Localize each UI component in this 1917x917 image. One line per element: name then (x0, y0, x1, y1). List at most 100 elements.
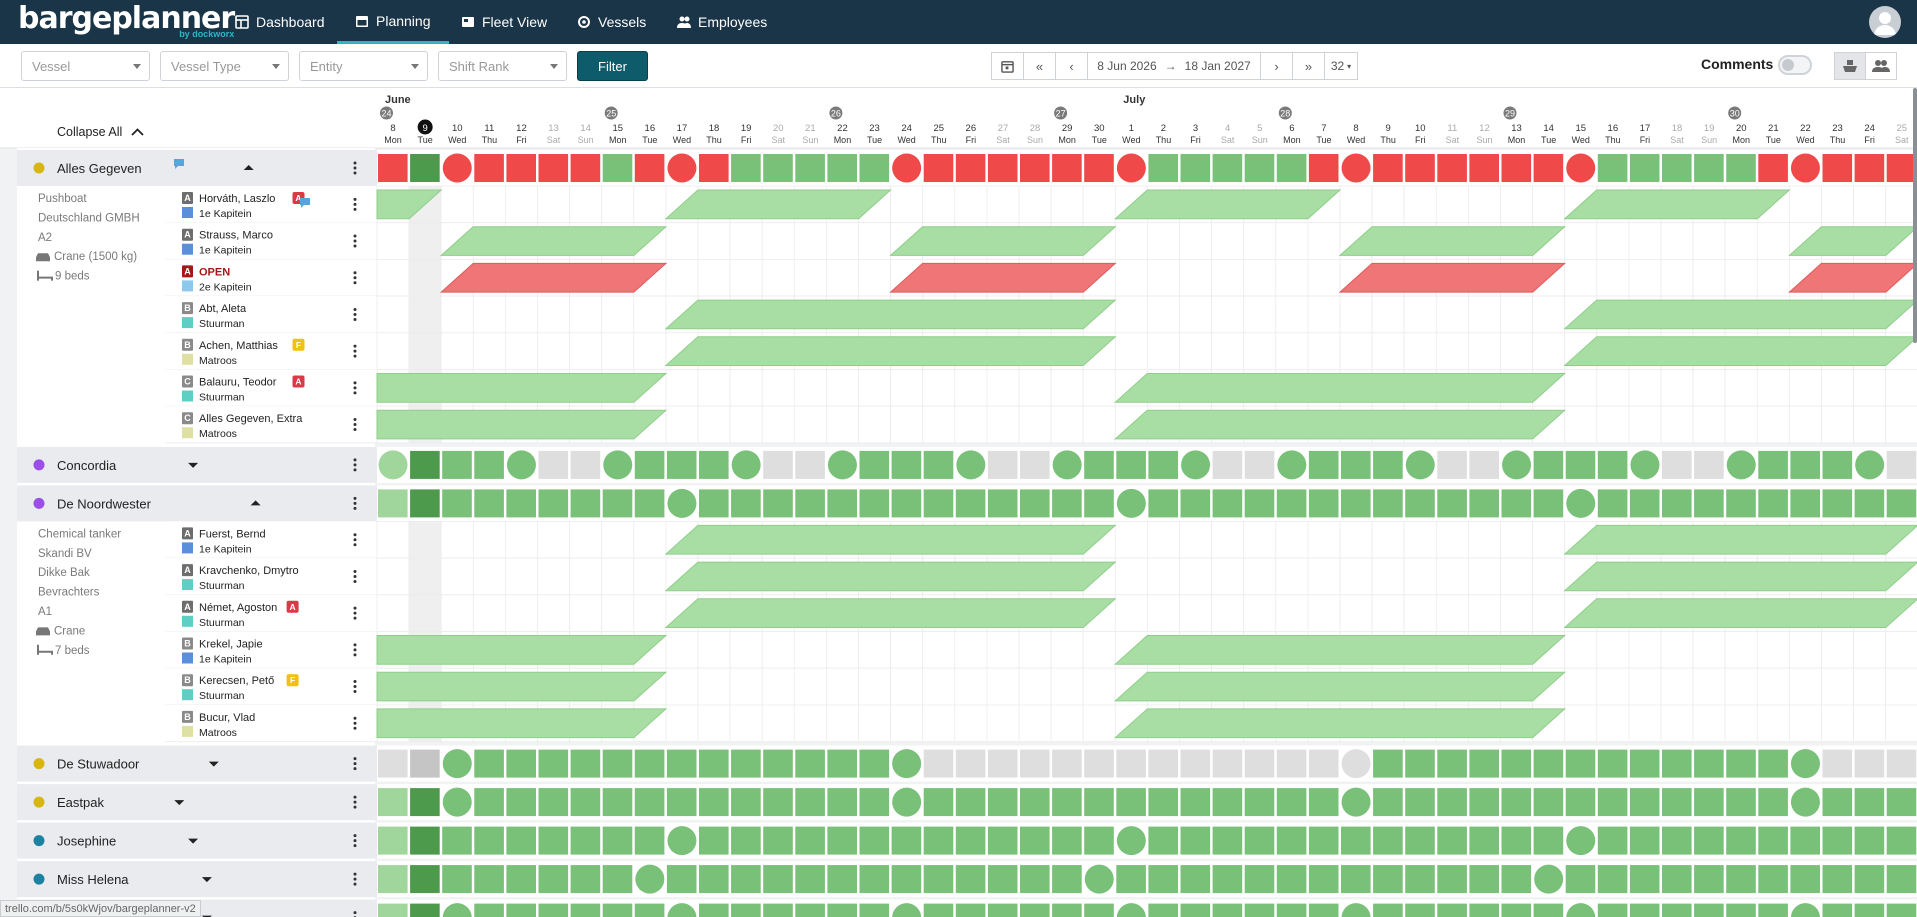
day-cell[interactable] (1179, 295, 1212, 334)
status-cell[interactable] (1501, 865, 1532, 894)
status-cell[interactable] (987, 154, 1018, 182)
day-cell[interactable] (1114, 594, 1148, 632)
status-cell[interactable] (1886, 154, 1917, 182)
status-cell[interactable] (1308, 154, 1339, 182)
day-cell[interactable] (1853, 704, 1887, 743)
day-cell[interactable] (569, 332, 603, 370)
status-cell[interactable] (987, 865, 1018, 894)
status-cell[interactable] (1148, 788, 1178, 817)
day-cell[interactable] (1564, 704, 1598, 743)
day-cell[interactable] (761, 631, 795, 669)
day-cell[interactable] (826, 704, 859, 743)
shift-bar[interactable] (376, 189, 443, 220)
status-cell[interactable] (1180, 826, 1211, 855)
day-cell[interactable] (1789, 667, 1822, 706)
day-cell[interactable] (1435, 295, 1469, 334)
shift-bar[interactable] (1563, 524, 1917, 555)
status-cell[interactable] (923, 450, 954, 479)
day-cell[interactable] (1050, 631, 1084, 669)
nav-planning[interactable]: Planning (337, 0, 449, 44)
status-cell[interactable] (1469, 749, 1499, 778)
status-cell[interactable] (1854, 788, 1885, 817)
day-cell[interactable] (1692, 405, 1726, 444)
status-cell[interactable] (538, 826, 569, 855)
day-cell[interactable] (922, 369, 956, 407)
day-cell[interactable] (665, 258, 699, 297)
day-cell[interactable] (1082, 631, 1116, 669)
shift-bar[interactable] (664, 299, 1117, 330)
vessel-menu-icon[interactable] (353, 872, 357, 886)
status-cell[interactable] (987, 450, 1018, 479)
status-cell[interactable] (827, 788, 857, 817)
crew-name[interactable]: OPEN (199, 266, 230, 278)
status-cell[interactable] (1084, 489, 1114, 518)
status-cell[interactable] (1084, 826, 1114, 855)
status-cell[interactable] (1373, 450, 1403, 479)
status-cell[interactable] (570, 489, 601, 518)
status-cell[interactable] (923, 903, 954, 917)
status-cell[interactable] (955, 903, 986, 917)
day-cell[interactable] (729, 704, 763, 743)
day-cell[interactable] (633, 521, 667, 559)
status-cell[interactable] (602, 826, 633, 855)
status-cell[interactable] (1020, 450, 1050, 479)
status-cell[interactable] (1276, 788, 1307, 817)
crew-name[interactable]: Strauss, Marco (199, 230, 273, 242)
day-cell[interactable] (1756, 369, 1790, 407)
vessel-select[interactable]: Vessel (21, 51, 150, 81)
status-cell[interactable] (1180, 788, 1211, 817)
day-cell[interactable] (1211, 295, 1245, 334)
status-cell[interactable] (1662, 788, 1692, 817)
day-cell[interactable] (537, 557, 570, 596)
status-cell[interactable] (1533, 826, 1564, 855)
status-cell[interactable] (923, 865, 954, 894)
day-cell[interactable] (1821, 185, 1854, 224)
day-cell[interactable] (1243, 222, 1277, 260)
status-cell[interactable] (1469, 826, 1499, 855)
day-cell[interactable] (1371, 521, 1405, 559)
day-cell[interactable] (1789, 405, 1822, 444)
status-cell[interactable] (1405, 154, 1435, 182)
crew-menu-icon[interactable] (353, 234, 357, 248)
day-cell[interactable] (1307, 222, 1341, 260)
status-cell[interactable] (1790, 153, 1820, 183)
status-cell[interactable] (1084, 450, 1114, 479)
status-cell[interactable] (570, 450, 601, 479)
status-cell[interactable] (1565, 450, 1596, 479)
status-cell[interactable] (538, 749, 569, 778)
status-cell[interactable] (474, 826, 504, 855)
day-cell[interactable] (1628, 222, 1662, 260)
status-cell[interactable] (1629, 749, 1660, 778)
day-cell[interactable] (1596, 667, 1630, 706)
status-cell[interactable] (602, 865, 633, 894)
status-cell[interactable] (1501, 489, 1532, 518)
status-cell[interactable] (1020, 749, 1050, 778)
status-cell[interactable] (763, 903, 793, 917)
day-cell[interactable] (1853, 667, 1887, 706)
day-cell[interactable] (1724, 631, 1758, 669)
status-cell[interactable] (1308, 865, 1339, 894)
status-cell[interactable] (634, 826, 665, 855)
crew-menu-icon[interactable] (353, 716, 357, 730)
status-cell[interactable] (1758, 826, 1788, 855)
status-cell[interactable] (795, 450, 825, 479)
day-cell[interactable] (826, 667, 859, 706)
shift-bar[interactable] (1563, 561, 1917, 592)
day-cell[interactable] (569, 557, 603, 596)
day-cell[interactable] (1692, 704, 1726, 743)
crew-name[interactable]: Balauru, Teodor (199, 377, 277, 389)
day-cell[interactable] (1211, 258, 1245, 297)
status-cell[interactable] (1020, 154, 1050, 182)
day-cell[interactable] (1018, 704, 1052, 743)
crew-menu-icon[interactable] (353, 271, 357, 285)
day-cell[interactable] (729, 667, 763, 706)
